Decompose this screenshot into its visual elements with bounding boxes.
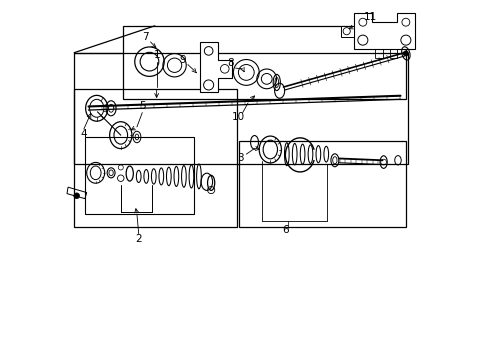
Bar [74, 53, 407, 164]
Text: 7: 7 [142, 32, 149, 41]
Text: 3: 3 [237, 153, 244, 163]
Text: 1: 1 [153, 50, 160, 60]
Text: 11: 11 [363, 12, 376, 22]
Polygon shape [199, 42, 231, 92]
Polygon shape [353, 13, 414, 49]
Circle shape [403, 51, 407, 56]
Text: 8: 8 [227, 58, 234, 68]
Bar [85, 137, 194, 214]
Bar [74, 89, 237, 226]
Circle shape [74, 193, 80, 199]
Polygon shape [341, 26, 353, 37]
Text: 5: 5 [139, 102, 145, 112]
Bar [239, 140, 405, 226]
Text: 2: 2 [135, 234, 142, 244]
Text: 4: 4 [81, 129, 87, 139]
Text: 10: 10 [231, 112, 244, 122]
Text: 9: 9 [179, 55, 186, 65]
Text: 6: 6 [282, 225, 288, 235]
